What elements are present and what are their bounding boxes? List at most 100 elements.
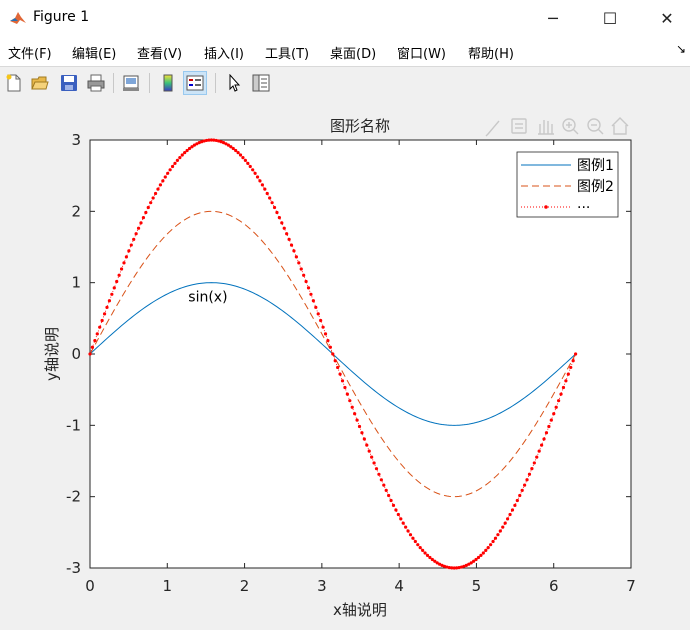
series-marker: [289, 243, 294, 247]
close-button[interactable]: ✕: [644, 0, 690, 36]
y-tick-label: 1: [71, 274, 81, 292]
series-marker: [350, 405, 354, 409]
menu-tools[interactable]: 工具(T): [265, 47, 310, 62]
series-marker: [243, 158, 247, 162]
property-editor-icon: [252, 74, 270, 92]
link-plot-button[interactable]: [119, 71, 143, 95]
legend-box: [516, 151, 619, 218]
series-marker: [450, 566, 454, 570]
series-marker: [467, 562, 471, 566]
series-marker: [394, 508, 398, 512]
menu-insert[interactable]: 插入(I): [204, 47, 244, 62]
series-marker: [207, 138, 211, 142]
series-marker: [416, 543, 420, 547]
series-marker: [501, 525, 505, 529]
data-tips-icon[interactable]: [511, 118, 527, 134]
series-marker: [552, 412, 556, 416]
series-marker: [185, 148, 189, 153]
series-marker: [163, 175, 167, 179]
pan-icon[interactable]: [538, 120, 554, 135]
series-marker: [192, 143, 196, 147]
series-marker: [530, 467, 534, 471]
series-marker: [360, 431, 364, 435]
series-marker: [195, 142, 199, 146]
series-marker: [462, 564, 466, 568]
menu-desktop[interactable]: 桌面(D): [330, 47, 377, 62]
series-marker: [421, 548, 425, 553]
series-marker: [277, 215, 281, 220]
x-tick-label: 6: [549, 577, 559, 595]
series-marker: [537, 449, 541, 453]
figure-canvas: 图形名称 0 1 2 3 4 5 6 7 3 2 1 0 -1 -2 -3 sin(x) x轴说明 y轴说明…: [0, 98, 690, 626]
colorbar-button[interactable]: [156, 71, 180, 95]
series-marker: [282, 226, 286, 230]
series-marker: [527, 472, 532, 476]
axis-ticks: 0 1 2 3 4 5 6 7 3 2 1 0 -1 -2 -3: [66, 131, 636, 595]
series-marker: [525, 478, 529, 482]
property-editor-button[interactable]: [249, 71, 273, 95]
series-marker: [146, 205, 150, 210]
series-marker: [170, 164, 175, 169]
series-marker: [311, 299, 315, 303]
series-marker: [107, 299, 112, 303]
series-marker: [304, 279, 308, 284]
series-marker: [345, 392, 349, 396]
brush-icon[interactable]: [485, 120, 500, 137]
series-marker: [272, 205, 277, 210]
series-marker: [372, 461, 376, 465]
series-marker: [221, 141, 226, 145]
menu-overflow-icon[interactable]: ↘: [675, 42, 686, 56]
series-marker: [571, 359, 575, 363]
zoom-out-icon[interactable]: [587, 118, 604, 135]
select-button[interactable]: [222, 71, 246, 95]
series-marker: [510, 508, 515, 512]
print-button[interactable]: [84, 71, 108, 95]
series-marker: [557, 399, 561, 403]
series-marker: [112, 286, 116, 290]
zoom-in-icon[interactable]: [562, 118, 579, 135]
series-marker: [348, 399, 352, 403]
series-marker: [102, 312, 107, 316]
series-marker: [314, 305, 318, 309]
menu-file[interactable]: 文件(F): [8, 47, 52, 62]
series-marker: [93, 338, 97, 343]
series-marker: [173, 161, 177, 165]
series-marker: [253, 171, 257, 175]
legend[interactable]: 图例1 图例2 ···: [516, 151, 619, 218]
save-button[interactable]: [57, 71, 81, 95]
series-marker: [119, 267, 124, 271]
series-marker: [217, 139, 221, 143]
series-marker: [122, 261, 126, 265]
series-marker: [136, 226, 141, 230]
close-icon: ✕: [660, 8, 674, 28]
maximize-button[interactable]: ☐: [587, 0, 633, 36]
series-marker: [433, 559, 437, 563]
menu-edit[interactable]: 编辑(E): [72, 47, 117, 62]
series-marker: [479, 553, 483, 557]
new-figure-button[interactable]: [2, 71, 26, 95]
series-marker: [302, 273, 306, 277]
series-marker: [321, 325, 325, 329]
menu-help[interactable]: 帮助(H): [468, 47, 514, 62]
print-icon: [87, 74, 105, 92]
open-file-button[interactable]: [28, 71, 52, 95]
series-marker: [292, 249, 296, 253]
minimize-button[interactable]: ─: [530, 0, 576, 36]
home-icon[interactable]: [611, 117, 629, 135]
legend-marker: [544, 205, 548, 209]
series-marker: [518, 493, 522, 498]
series-marker: [423, 551, 427, 555]
menu-window[interactable]: 窗口(W): [397, 47, 446, 62]
legend-button[interactable]: [183, 71, 207, 95]
plot-svg[interactable]: 图形名称 0 1 2 3 4 5 6 7 3 2 1 0 -1 -2 -3 sin(x) x轴说明 y轴说明…: [0, 98, 690, 626]
title-bar: Figure 1 ─ ☐ ✕: [0, 0, 690, 36]
series-marker: [474, 557, 478, 562]
menu-view[interactable]: 查看(V): [137, 47, 183, 62]
series-marker: [190, 145, 194, 149]
menu-bar: 文件(F) 编辑(E) 查看(V) 插入(I) 工具(T) 桌面(D) 窗口(W…: [0, 36, 690, 66]
series-marker: [180, 153, 184, 157]
link-plot-icon: [123, 75, 139, 91]
x-tick-label: 1: [163, 577, 173, 595]
series-marker: [214, 138, 218, 143]
series-marker: [406, 529, 410, 533]
